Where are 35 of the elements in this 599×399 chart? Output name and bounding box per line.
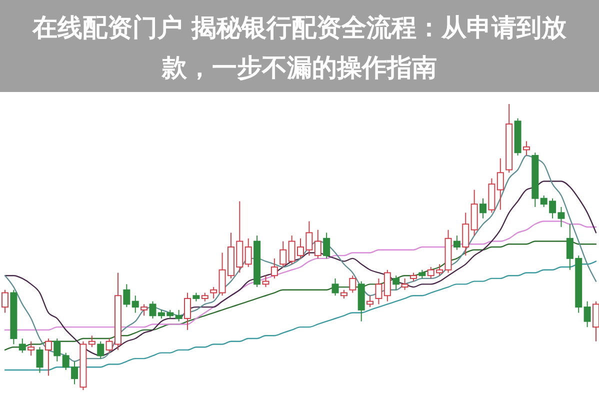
candlestick [584, 300, 591, 328]
candlestick [522, 140, 530, 156]
candlestick [210, 286, 218, 299]
candlestick [366, 295, 374, 308]
candlestick [270, 258, 278, 279]
candlestick [36, 346, 44, 374]
candlestick [496, 158, 504, 210]
candlestick [175, 309, 182, 322]
candlestick [184, 292, 192, 330]
candlestick [44, 338, 52, 376]
candlestick [349, 275, 356, 294]
candlestick [132, 295, 139, 314]
chart-title: 在线配资门户 揭秘银行配资全流程：从申请到放款，一步不漏的操作指南 [32, 13, 568, 82]
candlestick [262, 275, 270, 288]
candlestick [384, 269, 391, 302]
candlestick [314, 229, 322, 259]
candlestick [392, 275, 400, 290]
candlestick [323, 232, 330, 259]
candlestick [123, 284, 130, 308]
candlestick [97, 340, 104, 360]
candlestick [54, 338, 61, 362]
candlestick [28, 340, 35, 356]
candlestick [88, 335, 96, 348]
candlestick [401, 278, 408, 290]
candlestick [480, 198, 487, 219]
candlestick [18, 338, 26, 354]
candlestick [280, 240, 287, 268]
candlestick [592, 300, 599, 342]
candlestick [244, 238, 252, 268]
candlestick [462, 212, 470, 256]
candlestick [453, 235, 460, 250]
candlestick [2, 289, 8, 314]
candlestick [375, 278, 382, 305]
candlestick [332, 278, 339, 296]
candlestick [140, 304, 148, 316]
